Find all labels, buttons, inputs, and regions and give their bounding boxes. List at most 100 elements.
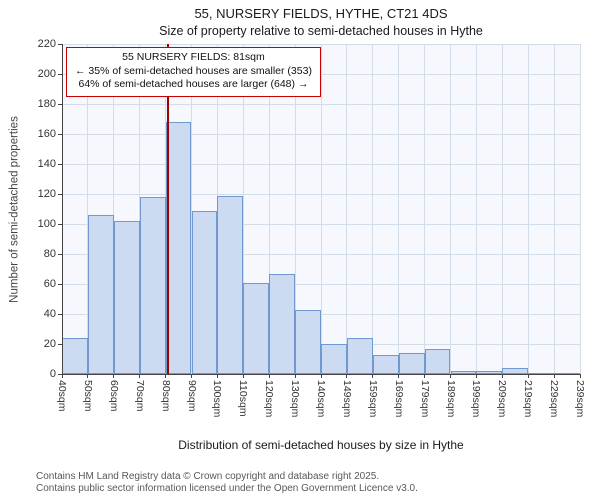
x-tick-mark xyxy=(398,374,400,378)
x-axis-line xyxy=(62,374,580,375)
chart-subtitle: Size of property relative to semi-detach… xyxy=(159,24,483,38)
annotation-box: 55 NURSERY FIELDS: 81sqm ← 35% of semi-d… xyxy=(66,47,321,97)
annotation-smaller-stat: ← 35% of semi-detached houses are smalle… xyxy=(75,64,312,77)
histogram-bar xyxy=(191,210,218,374)
x-tick-label: 100sqm xyxy=(211,380,224,418)
histogram-bar xyxy=(87,215,114,374)
gridline-v xyxy=(346,44,348,374)
x-tick-label: 209sqm xyxy=(496,380,509,418)
y-tick-mark xyxy=(58,193,62,195)
y-tick-label: 20 xyxy=(43,337,56,350)
y-tick-label: 40 xyxy=(43,307,56,320)
x-tick-label: 80sqm xyxy=(159,380,172,412)
y-tick-label: 140 xyxy=(37,157,56,170)
y-tick-label: 60 xyxy=(43,277,56,290)
x-tick-mark xyxy=(242,374,244,378)
x-tick-label: 60sqm xyxy=(107,380,120,412)
x-tick-mark xyxy=(216,374,218,378)
annotation-property-label: 55 NURSERY FIELDS: 81sqm xyxy=(122,51,265,63)
y-tick-label: 80 xyxy=(43,247,56,260)
x-tick-label: 120sqm xyxy=(263,380,276,418)
x-tick-label: 50sqm xyxy=(81,380,94,412)
x-tick-label: 90sqm xyxy=(185,380,198,412)
gridline-v xyxy=(372,44,374,374)
gridline-v xyxy=(191,44,192,374)
y-tick-label: 0 xyxy=(49,367,56,380)
y-tick-label: 180 xyxy=(37,97,56,110)
x-tick-mark xyxy=(553,374,555,378)
y-tick-mark xyxy=(58,73,62,75)
y-tick-mark xyxy=(58,163,62,165)
histogram-bar xyxy=(139,197,166,374)
x-tick-label: 110sqm xyxy=(237,380,250,417)
x-tick-label: 239sqm xyxy=(574,380,586,418)
x-tick-label: 199sqm xyxy=(470,380,483,418)
gridline-v xyxy=(475,44,477,374)
gridline-v xyxy=(553,44,555,374)
histogram-bar xyxy=(346,338,373,374)
gridline-v xyxy=(501,44,503,374)
y-axis-line xyxy=(62,44,63,374)
footer-attribution: Contains HM Land Registry data © Crown c… xyxy=(36,471,380,482)
gridline-v xyxy=(268,44,270,374)
x-tick-label: 189sqm xyxy=(444,380,457,418)
y-tick-mark xyxy=(58,253,62,255)
histogram-bar xyxy=(243,282,270,374)
gridline-v xyxy=(527,44,529,374)
x-tick-label: 70sqm xyxy=(133,380,146,412)
y-tick-label: 100 xyxy=(37,217,56,230)
x-tick-mark xyxy=(294,374,296,378)
histogram-bar xyxy=(372,354,399,374)
x-tick-mark xyxy=(579,374,581,378)
y-tick-mark xyxy=(58,283,62,285)
gridline-v xyxy=(450,44,451,374)
histogram-bar xyxy=(450,371,477,374)
y-tick-mark xyxy=(58,343,62,345)
x-tick-label: 179sqm xyxy=(418,380,431,418)
y-tick-label: 160 xyxy=(37,127,56,140)
y-tick-mark xyxy=(58,103,62,105)
x-tick-label: 169sqm xyxy=(392,380,405,418)
plot-region: 0 20 40 60 80 100 120 140 160 180 200 220 40sqm 50sqm… xyxy=(0,38,600,464)
x-tick-label: 149sqm xyxy=(340,380,353,418)
gridline-v xyxy=(424,44,426,374)
histogram-bar xyxy=(398,353,425,374)
x-tick-mark xyxy=(501,374,503,378)
x-axis-title: Distribution of semi-detached houses by … xyxy=(178,438,464,452)
x-tick-mark xyxy=(61,374,63,378)
y-tick-mark xyxy=(58,43,62,45)
x-tick-label: 40sqm xyxy=(56,380,68,412)
histogram-bar xyxy=(269,273,296,374)
gridline-v xyxy=(242,44,244,374)
x-tick-mark xyxy=(346,374,348,378)
y-tick-label: 120 xyxy=(37,187,56,200)
x-tick-mark xyxy=(268,374,270,378)
gridline-v xyxy=(87,44,89,374)
histogram-bar xyxy=(502,368,529,374)
x-tick-mark xyxy=(450,374,451,378)
gridline-v xyxy=(398,44,400,374)
x-tick-label: 229sqm xyxy=(548,380,561,418)
histogram-bar xyxy=(217,195,244,374)
x-tick-mark xyxy=(527,374,529,378)
x-tick-mark xyxy=(113,374,115,378)
chart-title: 55, NURSERY FIELDS, HYTHE, CT21 4DS xyxy=(194,6,448,21)
gridline-v xyxy=(579,44,581,374)
y-tick-mark xyxy=(58,373,62,375)
footer-licence: Contains public sector information licen… xyxy=(36,483,418,494)
x-tick-mark xyxy=(139,374,141,378)
x-tick-mark xyxy=(87,374,89,378)
property-size-marker xyxy=(167,44,169,374)
histogram-bar xyxy=(113,221,140,374)
x-tick-label: 219sqm xyxy=(522,380,535,418)
x-tick-mark xyxy=(372,374,374,378)
gridline-v xyxy=(113,44,115,374)
gridline-v xyxy=(294,44,296,374)
histogram-bar xyxy=(476,371,503,374)
x-tick-mark xyxy=(424,374,426,378)
x-tick-mark xyxy=(320,374,322,378)
histogram-bar xyxy=(165,122,192,374)
histogram-bar xyxy=(62,338,88,374)
annotation-larger-stat: 64% of semi-detached houses are larger (… xyxy=(78,78,309,91)
